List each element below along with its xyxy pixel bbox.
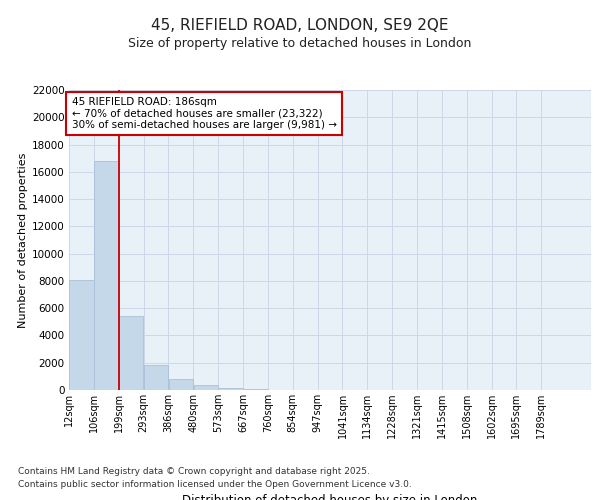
Text: Contains public sector information licensed under the Open Government Licence v3: Contains public sector information licen… — [18, 480, 412, 489]
Y-axis label: Number of detached properties: Number of detached properties — [18, 152, 28, 328]
Bar — [69, 280, 94, 390]
Text: 45, RIEFIELD ROAD, LONDON, SE9 2QE: 45, RIEFIELD ROAD, LONDON, SE9 2QE — [151, 18, 449, 32]
Bar — [218, 388, 243, 390]
Bar — [94, 161, 119, 390]
Bar — [119, 316, 143, 390]
X-axis label: Distribution of detached houses by size in London: Distribution of detached houses by size … — [182, 494, 478, 500]
Bar — [144, 366, 169, 390]
Bar — [169, 379, 193, 390]
Text: Contains HM Land Registry data © Crown copyright and database right 2025.: Contains HM Land Registry data © Crown c… — [18, 467, 370, 476]
Bar — [194, 384, 218, 390]
Text: 45 RIEFIELD ROAD: 186sqm
← 70% of detached houses are smaller (23,322)
30% of se: 45 RIEFIELD ROAD: 186sqm ← 70% of detach… — [71, 97, 337, 130]
Text: Size of property relative to detached houses in London: Size of property relative to detached ho… — [128, 38, 472, 51]
